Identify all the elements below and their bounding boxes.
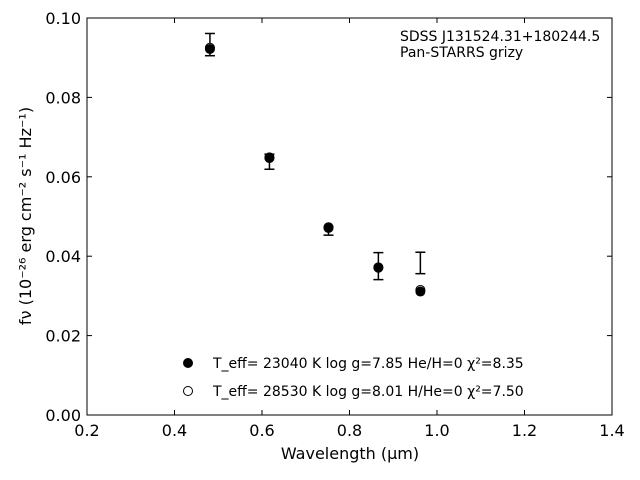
x-tick-label: 0.2 [74,421,99,440]
legend-marker-open [183,386,193,396]
y-axis-ticks: 0.00 0.02 0.04 0.06 0.08 0.10 [45,9,612,425]
filled-model-point [264,153,275,164]
x-tick-label: 1.0 [424,421,449,440]
filled-model-point [204,43,215,54]
x-tick-label: 1.4 [599,421,624,440]
x-axis-ticks: 0.2 0.4 0.6 0.8 1.0 1.2 1.4 [74,18,625,440]
x-axis-label: Wavelength (μm) [281,444,419,463]
legend-marker-filled [183,358,193,368]
filled-model-point [323,223,334,234]
model-points [204,42,426,297]
y-axis-label: fν (10⁻²⁶ erg cm⁻² s⁻¹ Hz⁻¹) [16,107,35,325]
y-tick-label: 0.00 [45,406,81,425]
y-tick-label: 0.10 [45,9,81,28]
survey-annotation: Pan-STARRS grizy [400,45,523,61]
filled-model-point [415,286,426,297]
observed-error-bars [204,32,426,281]
x-tick-label: 0.6 [249,421,274,440]
x-tick-label: 0.8 [337,421,362,440]
legend-label-2: T_eff= 28530 K log g=8.01 H/He=0 χ²=7.50 [212,384,524,400]
filled-model-point [373,262,384,273]
y-tick-label: 0.02 [45,327,81,346]
x-tick-label: 1.2 [512,421,537,440]
x-tick-label: 0.4 [162,421,187,440]
y-tick-label: 0.04 [45,247,81,266]
y-tick-label: 0.08 [45,88,81,107]
legend: T_eff= 23040 K log g=7.85 He/H=0 χ²=8.35… [183,356,524,400]
legend-label-1: T_eff= 23040 K log g=7.85 He/H=0 χ²=8.35 [212,356,524,372]
y-tick-label: 0.06 [45,168,81,187]
object-name-annotation: SDSS J131524.31+180244.5 [400,29,600,45]
